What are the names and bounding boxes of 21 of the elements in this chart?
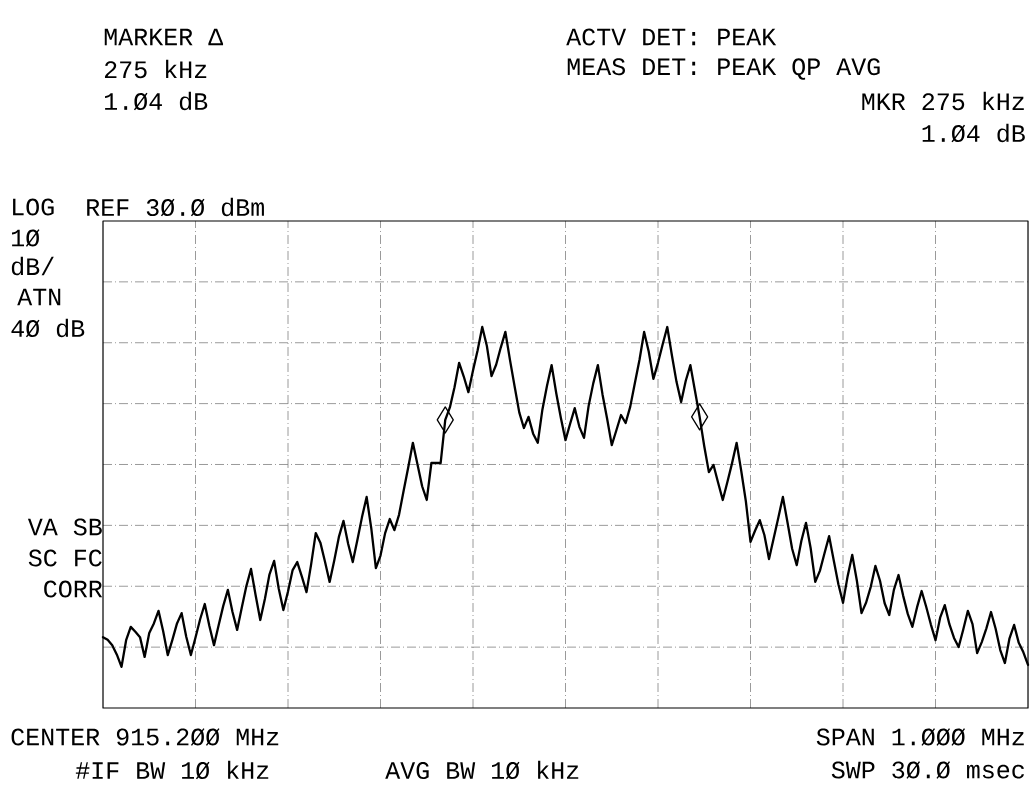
text: #IF BW 1Ø kHz: [75, 760, 269, 780]
text: 1Ø: [12, 229, 40, 247]
text: 1.Ø4 dB: [922, 123, 1025, 143]
text: SWP 3Ø.Ø msec: [831, 761, 1024, 779]
text: dB/: [11, 256, 54, 276]
text: VA SB: [27, 518, 102, 536]
text: 4Ø dB: [11, 318, 85, 338]
text: MARKER Δ: [104, 28, 224, 46]
text: ACTV DET: PEAK: [566, 28, 777, 46]
text: 1.Ø4 dB: [105, 91, 208, 111]
text: CORR: [44, 580, 103, 598]
text: 275 kHz: [104, 59, 207, 79]
text: MEAS DET: PEAK QP AVG: [567, 58, 880, 80]
text: ATN: [17, 288, 61, 306]
text: SC FC: [28, 549, 102, 567]
text: LOG: [13, 198, 54, 216]
text: SPAN 1.ØØØ MHz: [816, 728, 1024, 746]
text: REF 3Ø.Ø dBm: [87, 197, 264, 217]
text: CENTER 915.2ØØ MHz: [11, 728, 279, 746]
text: MKR 275 kHz: [862, 91, 1024, 111]
text: AVG BW 1Ø kHz: [385, 760, 579, 780]
